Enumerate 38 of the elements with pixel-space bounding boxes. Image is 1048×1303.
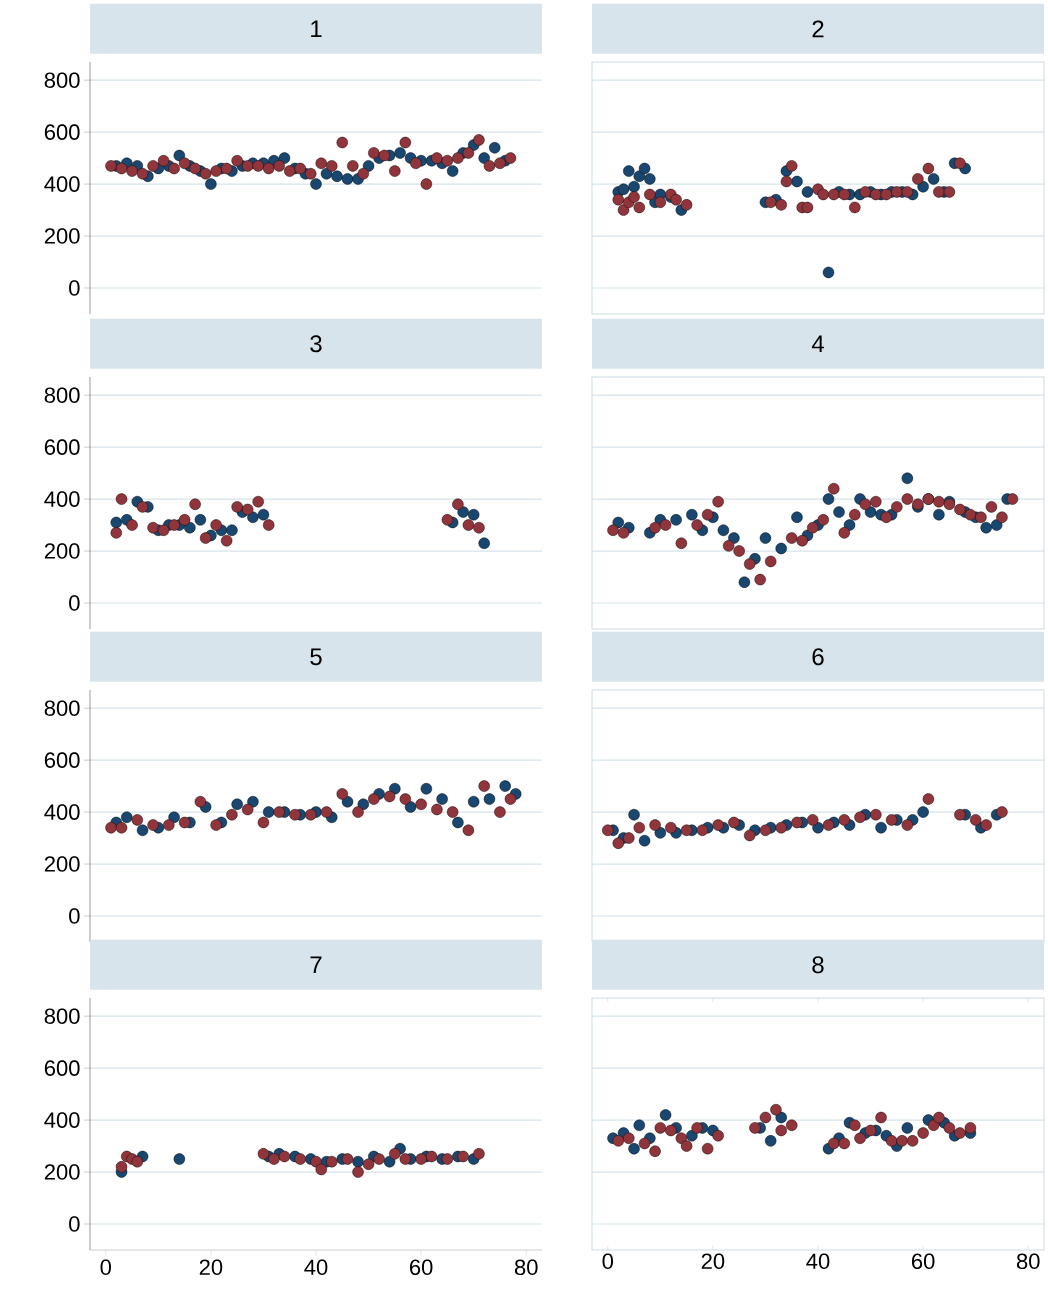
x-tick-label: 40 — [304, 1259, 328, 1276]
x-tick-label: 80 — [514, 1259, 538, 1276]
y-tick-label: 0 — [69, 1216, 80, 1232]
y-tick-label: 600 — [44, 124, 80, 140]
chart-title: 1 — [311, 20, 322, 38]
chart-title: 8 — [812, 956, 824, 974]
y-tick-label: 600 — [44, 752, 80, 768]
y-tick-label: 200 — [44, 1164, 80, 1180]
x-tick-label: 40 — [806, 1253, 830, 1270]
chart-title: 6 — [812, 648, 824, 666]
chart-title: 2 — [812, 20, 824, 38]
y-tick-label: 600 — [44, 1060, 80, 1076]
y-tick-label: 200 — [44, 228, 80, 244]
x-tick-label: 0 — [100, 1259, 112, 1276]
chart-title: 7 — [310, 956, 322, 974]
y-tick-label: 0 — [69, 595, 80, 611]
y-tick-label: 400 — [44, 804, 80, 820]
y-tick-label: 0 — [69, 280, 80, 296]
y-tick-label: 800 — [44, 72, 80, 88]
y-tick-label: 800 — [44, 700, 80, 716]
chart-title: 4 — [811, 335, 824, 353]
y-tick-label: 600 — [44, 439, 80, 455]
y-tick-label: 0 — [69, 908, 80, 924]
x-tick-label: 0 — [602, 1253, 614, 1270]
y-tick-label: 200 — [44, 856, 80, 872]
y-tick-label: 400 — [44, 1112, 80, 1128]
chart-title: 3 — [310, 335, 322, 353]
x-tick-label: 60 — [911, 1253, 935, 1270]
y-tick-label: 200 — [44, 543, 80, 559]
y-tick-label: 800 — [44, 1008, 80, 1024]
y-tick-label: 400 — [44, 176, 80, 192]
y-tick-label: 800 — [44, 387, 80, 403]
x-tick-label: 60 — [409, 1259, 433, 1276]
y-tick-label: 400 — [44, 491, 80, 507]
x-tick-label: 20 — [199, 1259, 223, 1276]
chart-title: 5 — [310, 648, 322, 666]
x-tick-label: 80 — [1016, 1253, 1040, 1270]
x-tick-label: 20 — [701, 1253, 725, 1270]
